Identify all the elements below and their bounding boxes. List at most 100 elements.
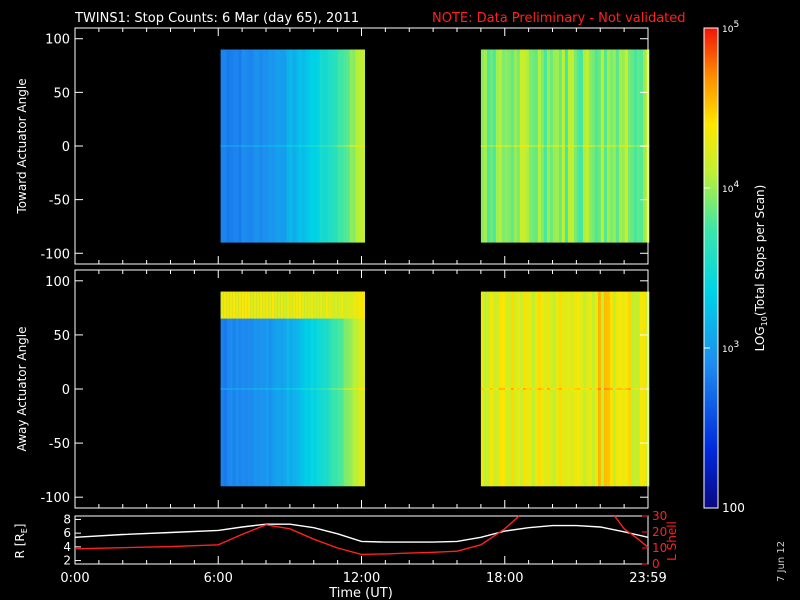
heatmap-zero-band [570, 145, 575, 147]
heatmap-zero-band [543, 388, 548, 390]
heatmap-zero-band [636, 388, 641, 390]
heatmap-zero-band [337, 388, 341, 390]
heatmap-zero-band [597, 145, 602, 147]
heatmap-high-band [274, 291, 278, 319]
heatmap-high-band [307, 291, 311, 319]
heatmap-zero-band [603, 145, 608, 147]
heatmap-zero-band [519, 145, 524, 147]
heatmap-zero-band [361, 388, 365, 390]
panel-orbit-lines [74, 515, 649, 556]
heatmap-zero-band [630, 145, 635, 147]
heatmap-zero-band [627, 388, 632, 390]
heatmap-high-band [250, 291, 254, 319]
heatmap-high-band [280, 291, 284, 319]
l-shell-line [614, 515, 649, 548]
heatmap-high-band [319, 291, 323, 319]
radius-line [74, 523, 649, 543]
heatmap-high-band [235, 291, 239, 319]
heatmap-zero-band [633, 145, 638, 147]
heatmap-zero-band [220, 388, 224, 390]
heatmap-zero-band [343, 388, 347, 390]
heatmap-high-band [223, 291, 227, 319]
heatmap-high-band [256, 291, 260, 319]
heatmap-zero-band [256, 388, 260, 390]
heatmap-high-band [313, 291, 317, 319]
panel-away: -100 -50 0 50 100 Away Actuator Angle [15, 269, 650, 509]
heatmap-high-band [343, 291, 347, 319]
heatmap-zero-band [624, 388, 629, 390]
colorbar-gradient [703, 27, 719, 509]
heatmap-zero-band [340, 145, 344, 147]
heatmap-high-band [295, 291, 299, 319]
heatmap-zero-band [289, 388, 293, 390]
heatmap-high-band [334, 291, 338, 319]
heatmap-zero-band [358, 145, 362, 147]
heatmap-zero-band [540, 388, 545, 390]
heatmap-zero-band [612, 145, 617, 147]
heatmap-zero-band [223, 145, 227, 147]
heatmap-zero-band [286, 145, 290, 147]
heatmap-zero-band [600, 145, 605, 147]
heatmap-zero-band [495, 388, 500, 390]
heatmap-high-band [226, 291, 230, 319]
heatmap-zero-band [528, 145, 533, 147]
heatmap-zero-band [346, 145, 350, 147]
l-shell-line [74, 515, 520, 556]
heatmap-zero-band [313, 145, 317, 147]
heatmap-high-band [232, 291, 236, 319]
heatmap-zero-band [501, 145, 506, 147]
heatmap-zero-band [543, 145, 548, 147]
heatmap-zero-band [582, 388, 587, 390]
heatmap-zero-band [229, 145, 233, 147]
heatmap-zero-band [253, 145, 257, 147]
colorbar-tick-label: 104 [722, 180, 739, 195]
heatmap-zero-band [621, 145, 626, 147]
heatmap-high-band [310, 291, 314, 319]
heatmap-zero-band [522, 145, 527, 147]
heatmap-zero-band [633, 388, 638, 390]
heatmap-zero-band [271, 388, 275, 390]
heatmap-zero-band [244, 145, 248, 147]
heatmap-zero-band [555, 388, 560, 390]
heatmap-zero-band [355, 388, 359, 390]
heatmap-zero-band [522, 388, 527, 390]
heatmap-zero-band [498, 388, 503, 390]
heatmap-zero-band [531, 388, 536, 390]
heatmap-zero-band [343, 145, 347, 147]
heatmap-zero-band [310, 388, 314, 390]
y-tick-label: 0 [62, 383, 70, 398]
heatmap-zero-band [513, 388, 518, 390]
heatmap-zero-band [241, 145, 245, 147]
heatmap-zero-band [513, 145, 518, 147]
heatmap-zero-band [507, 145, 512, 147]
heatmap-zero-band [271, 145, 275, 147]
heatmap-zero-band [298, 388, 302, 390]
panel-toward-blocks [220, 49, 650, 243]
heatmap-zero-band [552, 388, 557, 390]
orbit-left-tick-label: 4 [63, 540, 71, 554]
heatmap-zero-band [286, 388, 290, 390]
orbit-left-tick-label: 2 [63, 554, 71, 568]
heatmap-zero-band [630, 388, 635, 390]
heatmap-zero-band [564, 145, 569, 147]
heatmap-zero-band [489, 388, 494, 390]
heatmap-zero-band [576, 388, 581, 390]
heatmap-high-band [262, 291, 266, 319]
heatmap-high-band [328, 291, 332, 319]
panel-away-xticks [74, 270, 649, 508]
heatmap-high-band [322, 291, 326, 319]
heatmap-zero-band [612, 388, 617, 390]
heatmap-zero-band [510, 145, 515, 147]
panel-away-ylabel: Away Actuator Angle [15, 326, 29, 451]
heatmap-zero-band [609, 388, 614, 390]
heatmap-high-band [304, 291, 308, 319]
heatmap-high-band [286, 291, 290, 319]
y-tick-label: -50 [49, 437, 70, 452]
heatmap-zero-band [250, 388, 254, 390]
heatmap-high-band [349, 291, 353, 319]
heatmap-zero-band [624, 145, 629, 147]
heatmap-zero-band [274, 388, 278, 390]
heatmap-zero-band [322, 145, 326, 147]
heatmap-high-band [340, 291, 344, 319]
